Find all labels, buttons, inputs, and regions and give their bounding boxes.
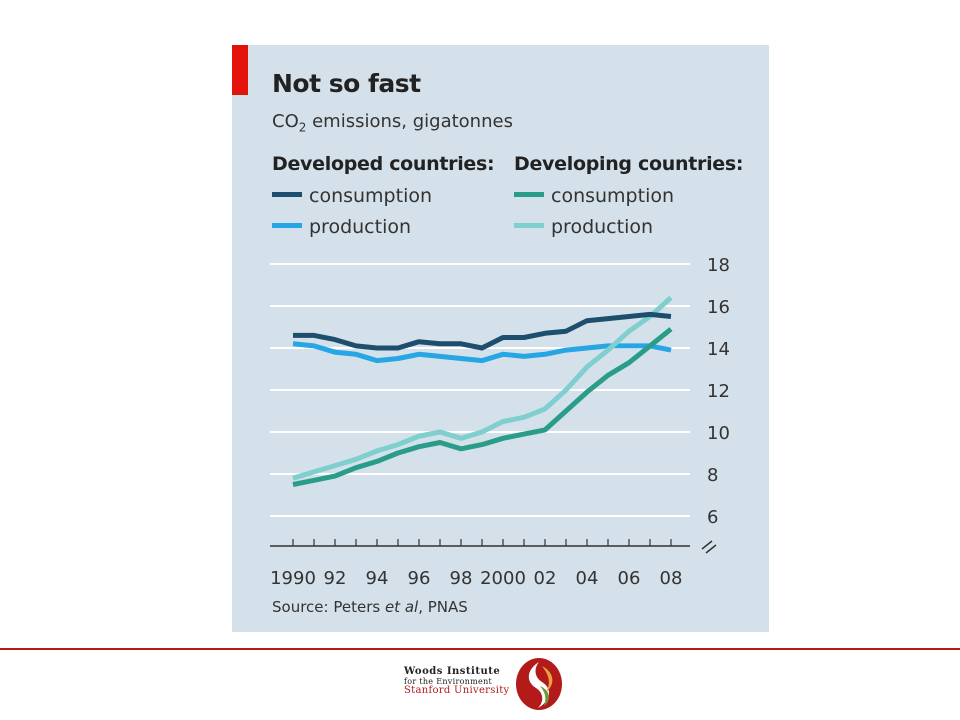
y-tick-label: 16 [707, 297, 730, 318]
institute-logo-text: Woods Institute for the Environment Stan… [404, 666, 510, 696]
logo-line-3: Stanford University [404, 684, 510, 696]
source-suffix: , PNAS [418, 598, 468, 616]
legend-item-developed-consumption: consumption [272, 185, 432, 207]
x-tick-label: 94 [366, 568, 389, 589]
source-prefix: Source: Peters [272, 598, 385, 616]
series-line-developing-consumption [292, 327, 673, 487]
legend-label: consumption [309, 185, 433, 207]
y-tick-label: 12 [707, 381, 730, 402]
subtitle-co: CO [272, 111, 299, 132]
leaf-logo-icon [516, 658, 562, 710]
legend-item-developing-consumption: consumption [514, 185, 674, 207]
series-line-developing-production [292, 295, 673, 481]
red-tag-marker [232, 45, 248, 95]
chart-title: Not so fast [272, 69, 421, 98]
x-tick-label: 06 [618, 568, 641, 589]
legend-swatch-developing-consumption [514, 192, 544, 197]
legend-heading-developed: Developed countries: [272, 153, 495, 175]
source-etal: et al [384, 598, 419, 616]
series-line-developed-consumption [293, 311, 672, 351]
legend-label: production [551, 216, 654, 238]
x-tick-label: 92 [324, 568, 347, 589]
y-tick-label: 8 [707, 465, 718, 486]
y-tick-label: 10 [707, 423, 730, 444]
legend-label: consumption [551, 185, 675, 207]
y-tick-label: 18 [707, 255, 730, 276]
legend-swatch-developing-production [514, 223, 544, 228]
legend-swatch-developed-production [272, 223, 302, 228]
x-tick-label: 98 [450, 568, 473, 589]
chart-subtitle: CO2 emissions, gigatonnes [272, 111, 513, 135]
subtitle-rest: emissions, gigatonnes [306, 111, 513, 132]
logo-line-2: for the Environment [404, 676, 493, 686]
logo-line-1: Woods Institute [404, 666, 501, 677]
source-note: Source: Peters et al, PNAS [272, 598, 468, 616]
x-tick-label: 08 [660, 568, 683, 589]
y-tick-label: 6 [707, 507, 718, 528]
legend-item-developing-production: production [514, 216, 653, 238]
x-tick-label: 04 [576, 568, 599, 589]
legend-item-developed-production: production [272, 216, 411, 238]
legend-swatch-developed-consumption [272, 192, 302, 197]
subtitle-subscript: 2 [298, 120, 307, 135]
x-tick-label: 02 [534, 568, 557, 589]
y-tick-label: 14 [707, 339, 730, 360]
x-tick-label: 96 [408, 568, 431, 589]
series-line-developed-production [292, 341, 672, 364]
x-tick-label: 1990 [270, 568, 316, 589]
footer-rule [0, 648, 960, 650]
legend-label: production [309, 216, 412, 238]
x-tick-label: 2000 [480, 568, 526, 589]
axis-break-icon [701, 540, 717, 554]
legend-heading-developing: Developing countries: [514, 153, 744, 175]
